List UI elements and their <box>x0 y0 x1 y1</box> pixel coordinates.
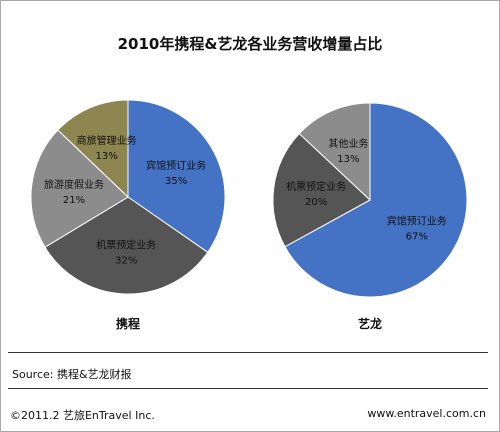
divider-top <box>8 352 488 353</box>
pie-slice-1-2 <box>298 102 371 202</box>
pie-name-0: 携程 <box>116 316 140 331</box>
pie-slice-1-0 <box>284 102 468 298</box>
slice-label-0-0: 宾馆预订业务 <box>146 159 206 172</box>
pie-slice-1-1 <box>272 132 371 248</box>
pie-slice-0-2 <box>30 129 129 248</box>
slice-label-1-0: 宾馆预订业务 <box>387 215 447 228</box>
slice-value-0-3: 13% <box>95 151 117 162</box>
slice-value-0-2: 21% <box>63 195 85 206</box>
pie-slice-0-0 <box>127 99 226 253</box>
divider-bottom <box>8 388 488 389</box>
slice-value-0-0: 35% <box>165 176 187 187</box>
slice-label-1-1: 机票预定业务 <box>286 180 346 193</box>
slice-value-0-1: 32% <box>115 255 137 266</box>
footer-website: www.entravel.com.cn <box>367 407 486 420</box>
slice-value-1-1: 20% <box>305 197 327 208</box>
source-note: Source: 携程&艺龙财报 <box>12 368 132 381</box>
pie-name-1: 艺龙 <box>358 316 382 331</box>
slice-label-1-2: 其他业务 <box>328 137 368 150</box>
pie-slice-0-1 <box>44 196 209 295</box>
slice-label-0-2: 旅游度假业务 <box>44 178 104 191</box>
chart-title: 2010年携程&艺龙各业务营收增量占比 <box>117 35 383 53</box>
slice-label-0-3: 商旅管理业务 <box>77 134 137 147</box>
pie-slice-0-3 <box>57 99 129 199</box>
slice-value-1-0: 67% <box>406 232 428 243</box>
slice-value-1-2: 13% <box>337 154 359 165</box>
slice-label-0-1: 机票预定业务 <box>96 238 156 251</box>
footer-copyright: ©2011.2 艺旅EnTravel Inc. <box>10 409 155 422</box>
